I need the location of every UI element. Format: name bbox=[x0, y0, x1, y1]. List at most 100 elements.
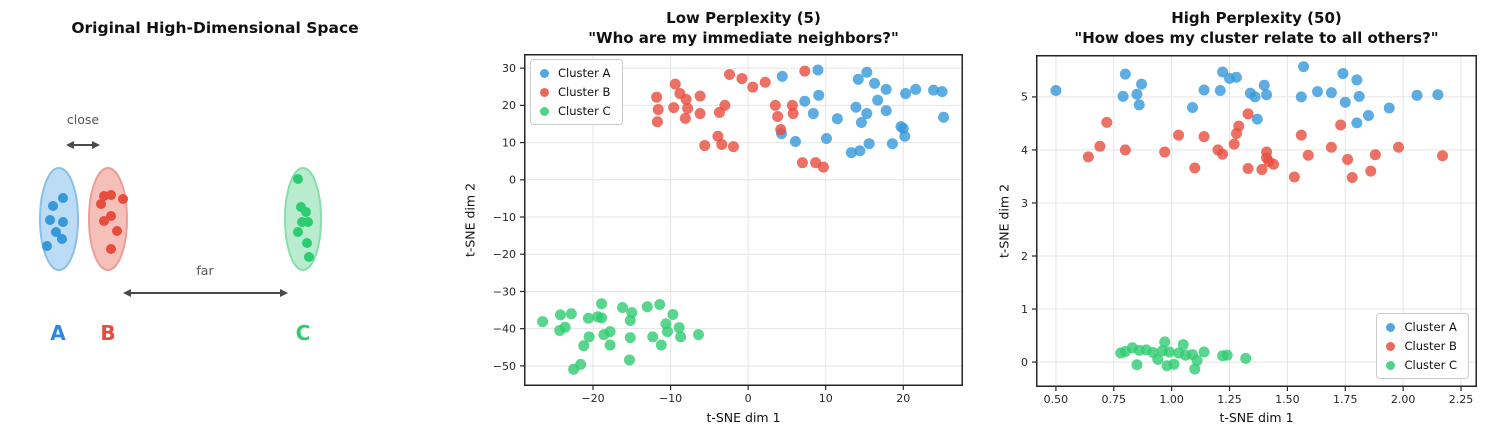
scatter-point bbox=[1335, 119, 1347, 131]
scatter-point bbox=[1186, 102, 1198, 114]
scatter-point bbox=[699, 140, 711, 152]
cluster-ellipse-b: B bbox=[88, 167, 128, 345]
axes-frame bbox=[524, 54, 963, 386]
scatter-plot-canvas: −20 −10 0 10 20 −50 −40 −30 −20 −10 0 10 20 30 bbox=[493, 54, 963, 405]
y-tick-label: 0 bbox=[1021, 356, 1028, 369]
low-perplexity-xlabel: t-SNE dim 1 bbox=[706, 410, 781, 425]
scatter-point bbox=[1339, 96, 1351, 108]
scatter-plot-canvas: 0.50 0.75 1.00 1.25 1.50 1.75 2.00 2.25 0 1 2 3 4 5 bbox=[1021, 55, 1477, 406]
high-perplexity-ylabel: t-SNE dim 2 bbox=[996, 183, 1012, 259]
y-tick-label: 0 bbox=[509, 174, 516, 187]
scatter-point bbox=[861, 66, 873, 78]
x-tick-label: 2.25 bbox=[1449, 393, 1474, 406]
low-perplexity-subtitle: "Who are my immediate neighbors?" bbox=[588, 29, 899, 47]
scatter-point bbox=[647, 331, 659, 343]
cluster-ellipse-a: A bbox=[39, 167, 79, 345]
diagram-point bbox=[42, 241, 52, 251]
x-tick-label: −20 bbox=[581, 392, 604, 405]
scatter-point bbox=[1159, 146, 1171, 158]
scatter-point bbox=[1268, 158, 1280, 170]
x-tick-label: 10 bbox=[819, 392, 833, 405]
scatter-point bbox=[669, 78, 681, 90]
scatter-point bbox=[880, 105, 892, 117]
scatter-point bbox=[537, 316, 549, 328]
y-tick-label: −10 bbox=[493, 211, 516, 224]
diagram-point bbox=[118, 194, 128, 204]
axes-frame bbox=[1036, 55, 1477, 387]
scatter-point bbox=[1295, 129, 1307, 141]
scatter-point bbox=[719, 99, 731, 111]
scatter-point bbox=[1189, 162, 1201, 174]
diagram-point bbox=[45, 215, 55, 225]
scatter-point bbox=[1325, 87, 1337, 99]
y-tick-label: −30 bbox=[493, 285, 516, 298]
scatter-point bbox=[786, 99, 798, 111]
diagram-point bbox=[58, 217, 68, 227]
scatter-point bbox=[575, 358, 587, 370]
scatter-point bbox=[1233, 120, 1245, 132]
y-tick-label: 5 bbox=[1021, 91, 1028, 104]
scatter-point bbox=[820, 132, 832, 144]
scatter-point bbox=[624, 314, 636, 326]
legend: Cluster A Cluster B Cluster C bbox=[530, 59, 623, 125]
scatter-point bbox=[789, 135, 801, 147]
legend-swatch-icon bbox=[540, 87, 549, 97]
x-tick-label: 1.50 bbox=[1275, 393, 1300, 406]
scatter-point bbox=[682, 102, 694, 114]
x-tick-label: 2.00 bbox=[1391, 393, 1416, 406]
diagram-point bbox=[106, 190, 116, 200]
diagram-point bbox=[106, 244, 116, 254]
scatter-point bbox=[1198, 84, 1210, 96]
scatter-point bbox=[1298, 61, 1310, 73]
distance-label: close bbox=[67, 112, 100, 127]
scatter-point bbox=[796, 157, 808, 169]
scatter-point bbox=[727, 141, 739, 153]
low-perplexity-ylabel: t-SNE dim 2 bbox=[462, 182, 478, 258]
scatter-point bbox=[807, 108, 819, 120]
gridlines bbox=[1036, 55, 1477, 387]
diagram-point bbox=[96, 199, 106, 209]
scatter-point bbox=[1173, 129, 1185, 141]
scatter-point bbox=[1117, 90, 1129, 102]
scatter-point bbox=[1198, 131, 1210, 143]
scatter-point bbox=[1342, 153, 1354, 165]
scatter-point bbox=[831, 113, 843, 125]
scatter-point bbox=[1198, 346, 1210, 358]
diagram-point bbox=[48, 201, 58, 211]
scatter-point bbox=[1189, 363, 1201, 375]
scatter-point bbox=[1131, 359, 1143, 371]
scatter-point bbox=[1230, 71, 1242, 83]
scatter-point bbox=[554, 309, 566, 321]
scatter-point bbox=[604, 326, 616, 338]
scatter-point bbox=[1393, 141, 1405, 153]
y-tick-label: 2 bbox=[1021, 250, 1028, 263]
legend-item: Cluster A bbox=[540, 65, 611, 81]
y-tick-label: 30 bbox=[502, 62, 516, 75]
scatter-point bbox=[1351, 117, 1363, 129]
scatter-point bbox=[775, 124, 787, 136]
scatter-point bbox=[1437, 150, 1449, 162]
scatter-point bbox=[1295, 91, 1307, 103]
scatter-point bbox=[1256, 164, 1268, 176]
diagram-point bbox=[301, 207, 311, 217]
scatter-point bbox=[872, 94, 884, 106]
scatter-point bbox=[654, 298, 666, 310]
scatter-point bbox=[787, 108, 799, 120]
legend-swatch-icon bbox=[1386, 360, 1396, 370]
tick-marks-and-labels: 0.50 0.75 1.00 1.25 1.50 1.75 2.00 2.25 0 1 2 3 4 5 bbox=[1021, 91, 1473, 406]
diagram-point bbox=[304, 252, 314, 262]
scatter-point bbox=[861, 108, 873, 120]
x-tick-label: −10 bbox=[659, 392, 682, 405]
scatter-point bbox=[1119, 144, 1131, 156]
scatter-point bbox=[776, 70, 788, 82]
scatter-point bbox=[799, 95, 811, 107]
scatter-point bbox=[1242, 162, 1254, 174]
scatter-point bbox=[624, 332, 636, 344]
legend-swatch-icon bbox=[1386, 322, 1396, 332]
scatter-point bbox=[936, 86, 948, 98]
scatter-point bbox=[712, 130, 724, 142]
scatter-point bbox=[559, 321, 571, 333]
y-tick-label: 20 bbox=[502, 99, 516, 112]
scatter-point bbox=[854, 145, 866, 157]
scatter-point bbox=[1325, 141, 1337, 153]
